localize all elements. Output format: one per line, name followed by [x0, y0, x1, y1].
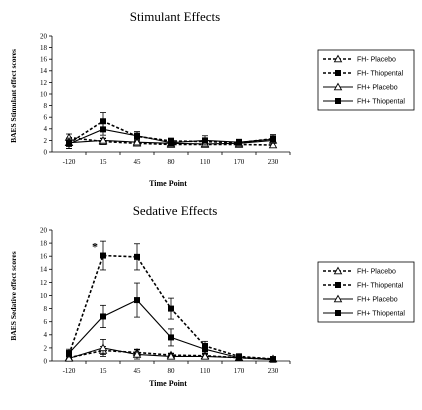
- y-axis-label: BAES Sedative effect scores: [9, 251, 18, 340]
- legend-marker-fh-minus-placebo: [333, 266, 343, 275]
- data-point-fh-plus-placebo: [132, 350, 142, 358]
- legend-label-fh-minus-thiopental: FH- Thiopental: [357, 283, 404, 290]
- legend: FH- Placebo FH- Thiopental FH+ Placebo FH+ …: [317, 261, 415, 323]
- y-tick-label: 18: [40, 44, 48, 52]
- x-axis-label: Time Point: [149, 179, 187, 188]
- data-point-fh-plus-thiopental: [202, 137, 208, 144]
- legend-box: [317, 49, 415, 111]
- y-tick-label: 16: [40, 56, 48, 64]
- data-point-fh-plus-thiopental: [202, 346, 208, 353]
- data-point-fh-plus-thiopental: [100, 126, 106, 133]
- x-tick-label: 230: [268, 367, 279, 375]
- legend-label-fh-minus-thiopental: FH- Thiopental: [357, 71, 404, 78]
- legend-label-fh-minus-placebo: FH- Placebo: [357, 57, 396, 64]
- x-axis-label: Time Point: [149, 379, 187, 388]
- chart-title: Sedative Effects: [133, 203, 218, 218]
- y-tick-label: 8: [44, 102, 48, 110]
- y-tick-label: 6: [44, 318, 48, 326]
- legend: FH- Placebo FH- Thiopental FH+ Placebo FH+ …: [317, 49, 415, 111]
- data-point-fh-plus-thiopental: [66, 140, 72, 147]
- data-point-fh-plus-placebo: [98, 135, 108, 144]
- y-tick-label: 10: [40, 292, 48, 300]
- data-point-fh-minus-thiopental: [168, 305, 174, 312]
- x-tick-label: 170: [234, 158, 245, 166]
- x-tick-label: 15: [100, 158, 108, 166]
- x-tick-label: -120: [63, 158, 76, 166]
- significance-marker: *: [92, 239, 98, 253]
- y-tick-label: 20: [40, 32, 48, 40]
- legend-label-fh-plus-thiopental: FH+ Thiopental: [357, 99, 405, 106]
- x-tick-label: 230: [268, 158, 279, 166]
- x-tick-label: 45: [134, 158, 142, 166]
- data-point-fh-plus-placebo: [200, 351, 210, 360]
- legend-label-fh-plus-thiopental: FH+ Thiopental: [357, 311, 405, 318]
- y-tick-label: 10: [40, 90, 48, 98]
- data-point-fh-minus-thiopental: [100, 252, 106, 259]
- legend-marker-fh-plus-thiopental: [335, 310, 341, 316]
- data-point-fh-plus-thiopental: [168, 139, 174, 146]
- data-point-fh-plus-thiopental: [270, 136, 276, 143]
- y-tick-label: 12: [40, 279, 48, 287]
- legend-marker-fh-minus-thiopental: [335, 70, 341, 76]
- y-tick-label: 4: [44, 125, 48, 133]
- legend-marker-fh-plus-placebo: [333, 294, 343, 303]
- data-point-fh-plus-placebo: [166, 351, 176, 360]
- x-tick-label: 110: [200, 367, 211, 375]
- legend-label-fh-plus-placebo: FH+ Placebo: [357, 297, 398, 304]
- data-point-fh-plus-thiopental: [134, 132, 140, 139]
- legend-label-fh-minus-placebo: FH- Placebo: [357, 269, 396, 276]
- data-point-fh-plus-thiopental: [66, 350, 72, 357]
- x-tick-label: 45: [134, 367, 142, 375]
- y-tick-label: 12: [40, 79, 48, 87]
- x-tick-label: -120: [63, 367, 76, 375]
- data-point-fh-plus-thiopental: [168, 334, 174, 341]
- y-tick-label: 16: [40, 253, 48, 261]
- data-point-fh-plus-placebo: [132, 137, 142, 146]
- data-point-fh-plus-thiopental: [100, 313, 106, 320]
- legend-marker-fh-minus-thiopental: [335, 282, 341, 288]
- data-point-fh-minus-thiopental: [134, 253, 140, 260]
- y-tick-label: 4: [44, 331, 48, 339]
- x-tick-label: 110: [200, 158, 211, 166]
- y-axis-label: BAES Stimulant effect scores: [9, 49, 18, 143]
- y-tick-label: 2: [44, 137, 48, 145]
- y-tick-label: 6: [44, 114, 48, 122]
- x-tick-label: 15: [100, 367, 108, 375]
- y-tick-label: 14: [40, 67, 48, 75]
- data-point-fh-plus-thiopental: [134, 297, 140, 304]
- data-point-fh-plus-thiopental: [236, 354, 242, 361]
- chart-title: Stimulant Effects: [130, 9, 220, 24]
- plot-area: [64, 112, 278, 149]
- x-tick-label: 80: [168, 367, 176, 375]
- data-point-fh-minus-placebo: [268, 140, 278, 149]
- y-tick-label: 14: [40, 266, 48, 274]
- y-tick-label: 0: [44, 357, 48, 365]
- data-point-fh-plus-thiopental: [270, 356, 276, 363]
- y-tick-label: 0: [44, 148, 48, 156]
- y-tick-label: 20: [40, 226, 48, 234]
- legend-marker-fh-minus-placebo: [333, 54, 343, 63]
- y-tick-label: 18: [40, 240, 48, 248]
- x-tick-label: 170: [234, 367, 245, 375]
- legend-label-fh-plus-placebo: FH+ Placebo: [357, 85, 398, 92]
- axes: 0 2 4 6 8 10 12 14 16 18 20 -120 15 45 80 110 170 230: [40, 32, 291, 166]
- stimulant-chart: Stimulant Effects BAES Stimulant effect …: [9, 9, 415, 188]
- data-point-fh-plus-thiopental: [236, 139, 242, 146]
- data-point-fh-plus-placebo: [64, 353, 74, 362]
- legend-marker-fh-plus-placebo: [333, 82, 343, 91]
- axes: 0 2 4 6 8 10 12 14 16 18 20 -120 15 45 80 110 170 230: [40, 226, 291, 375]
- legend-marker-fh-plus-thiopental: [335, 98, 341, 104]
- plot-area: *: [64, 239, 278, 363]
- data-point-fh-minus-thiopental: [100, 118, 106, 125]
- y-tick-label: 2: [44, 344, 48, 352]
- y-tick-label: 8: [44, 305, 48, 313]
- data-point-fh-plus-placebo: [98, 343, 108, 352]
- legend-box: [317, 261, 415, 323]
- x-tick-label: 80: [168, 158, 176, 166]
- sedative-chart: Sedative Effects BAES Sedative effect sc…: [9, 203, 415, 388]
